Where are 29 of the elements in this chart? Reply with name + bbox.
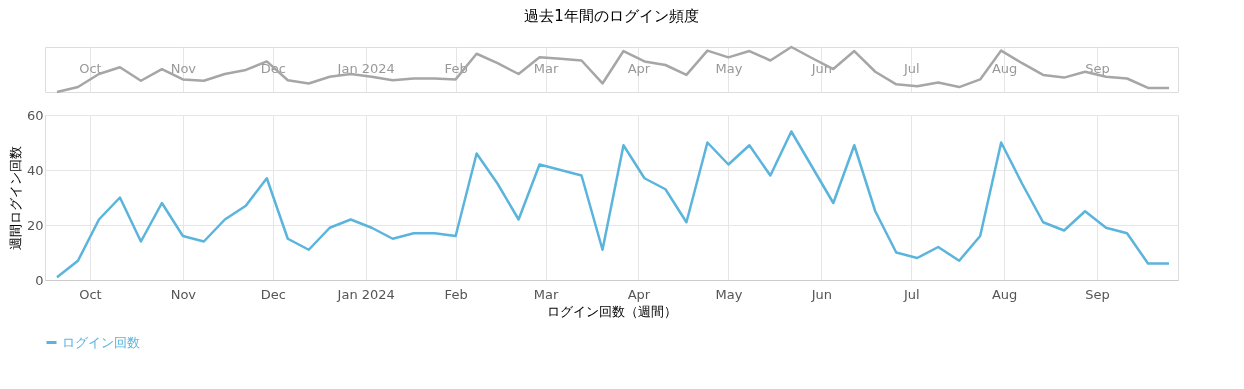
x-tick-label: Jan 2024 [336,60,395,76]
x-axis-title: ログイン回数（週間） [547,303,677,319]
y-tick-label: 20 [26,217,44,233]
x-tick-label: Sep [1085,286,1110,302]
legend-label: ログイン回数 [62,334,140,350]
y-axis-title: 週間ログイン回数 [7,146,23,250]
x-tick-label: Mar [533,60,559,76]
x-tick-label: Dec [260,286,286,302]
x-tick-label: Mar [533,286,559,302]
line-series [55,130,1171,279]
x-tick-label: Apr [627,60,651,76]
x-tick-label: May [715,286,743,302]
x-tick-label: Aug [991,60,1018,76]
x-tick-label: Jun [810,286,832,302]
x-tick-label: Feb [444,286,468,302]
x-tick-label: Nov [170,286,197,302]
x-tick-label: Aug [991,286,1018,302]
x-tick-label: Apr [627,286,651,302]
chart-title: 過去1年間のログイン頻度 [524,6,699,25]
x-tick-label: Oct [79,286,102,302]
y-tick-label: 60 [26,107,44,123]
x-tick-label: Jul [902,60,920,76]
x-tick-label: Jul [902,286,920,302]
y-tick-label: 40 [26,162,44,178]
x-tick-label: Nov [170,60,197,76]
x-tick-label: Jan 2024 [336,286,395,302]
y-tick-label: 0 [35,272,44,288]
x-tick-label: Oct [79,60,102,76]
x-tick-label: May [715,60,743,76]
